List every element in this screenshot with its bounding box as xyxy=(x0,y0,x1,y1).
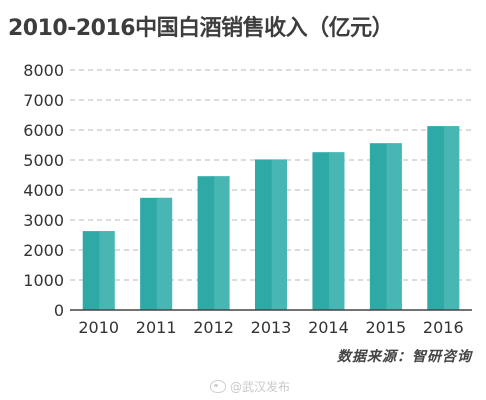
y-tick-label: 8000 xyxy=(23,61,64,80)
bar-highlight xyxy=(443,126,460,310)
watermark: @武汉发布 xyxy=(210,378,290,395)
bar-highlight xyxy=(156,197,173,310)
data-source-note: 数据来源：智研咨询 xyxy=(337,349,472,365)
x-tick-label: 2011 xyxy=(136,318,177,337)
bar-highlight xyxy=(271,159,287,310)
bar-highlight xyxy=(386,143,402,310)
y-tick-label: 3000 xyxy=(23,211,64,230)
x-tick-label: 2010 xyxy=(78,318,119,337)
chart-title: 2010-2016中国白酒销售收入（亿元） xyxy=(8,16,394,41)
x-tick-label: 2016 xyxy=(423,318,464,337)
x-tick-label: 2014 xyxy=(308,318,349,337)
bar-highlight xyxy=(214,176,230,310)
watermark-text: @武汉发布 xyxy=(230,380,291,394)
y-tick-label: 4000 xyxy=(23,181,64,200)
x-tick-label: 2015 xyxy=(365,318,406,337)
y-tick-label: 2000 xyxy=(23,241,64,260)
y-tick-label: 6000 xyxy=(23,121,64,140)
y-tick-label: 1000 xyxy=(23,271,64,290)
weibo-logo-icon xyxy=(210,380,226,393)
bar-highlight xyxy=(99,231,115,310)
y-tick-label: 5000 xyxy=(23,151,64,170)
y-tick-label: 0 xyxy=(54,301,64,320)
x-tick-label: 2013 xyxy=(251,318,292,337)
y-tick-label: 7000 xyxy=(23,91,64,110)
x-tick-label: 2012 xyxy=(193,318,234,337)
bar-highlight xyxy=(329,152,345,310)
